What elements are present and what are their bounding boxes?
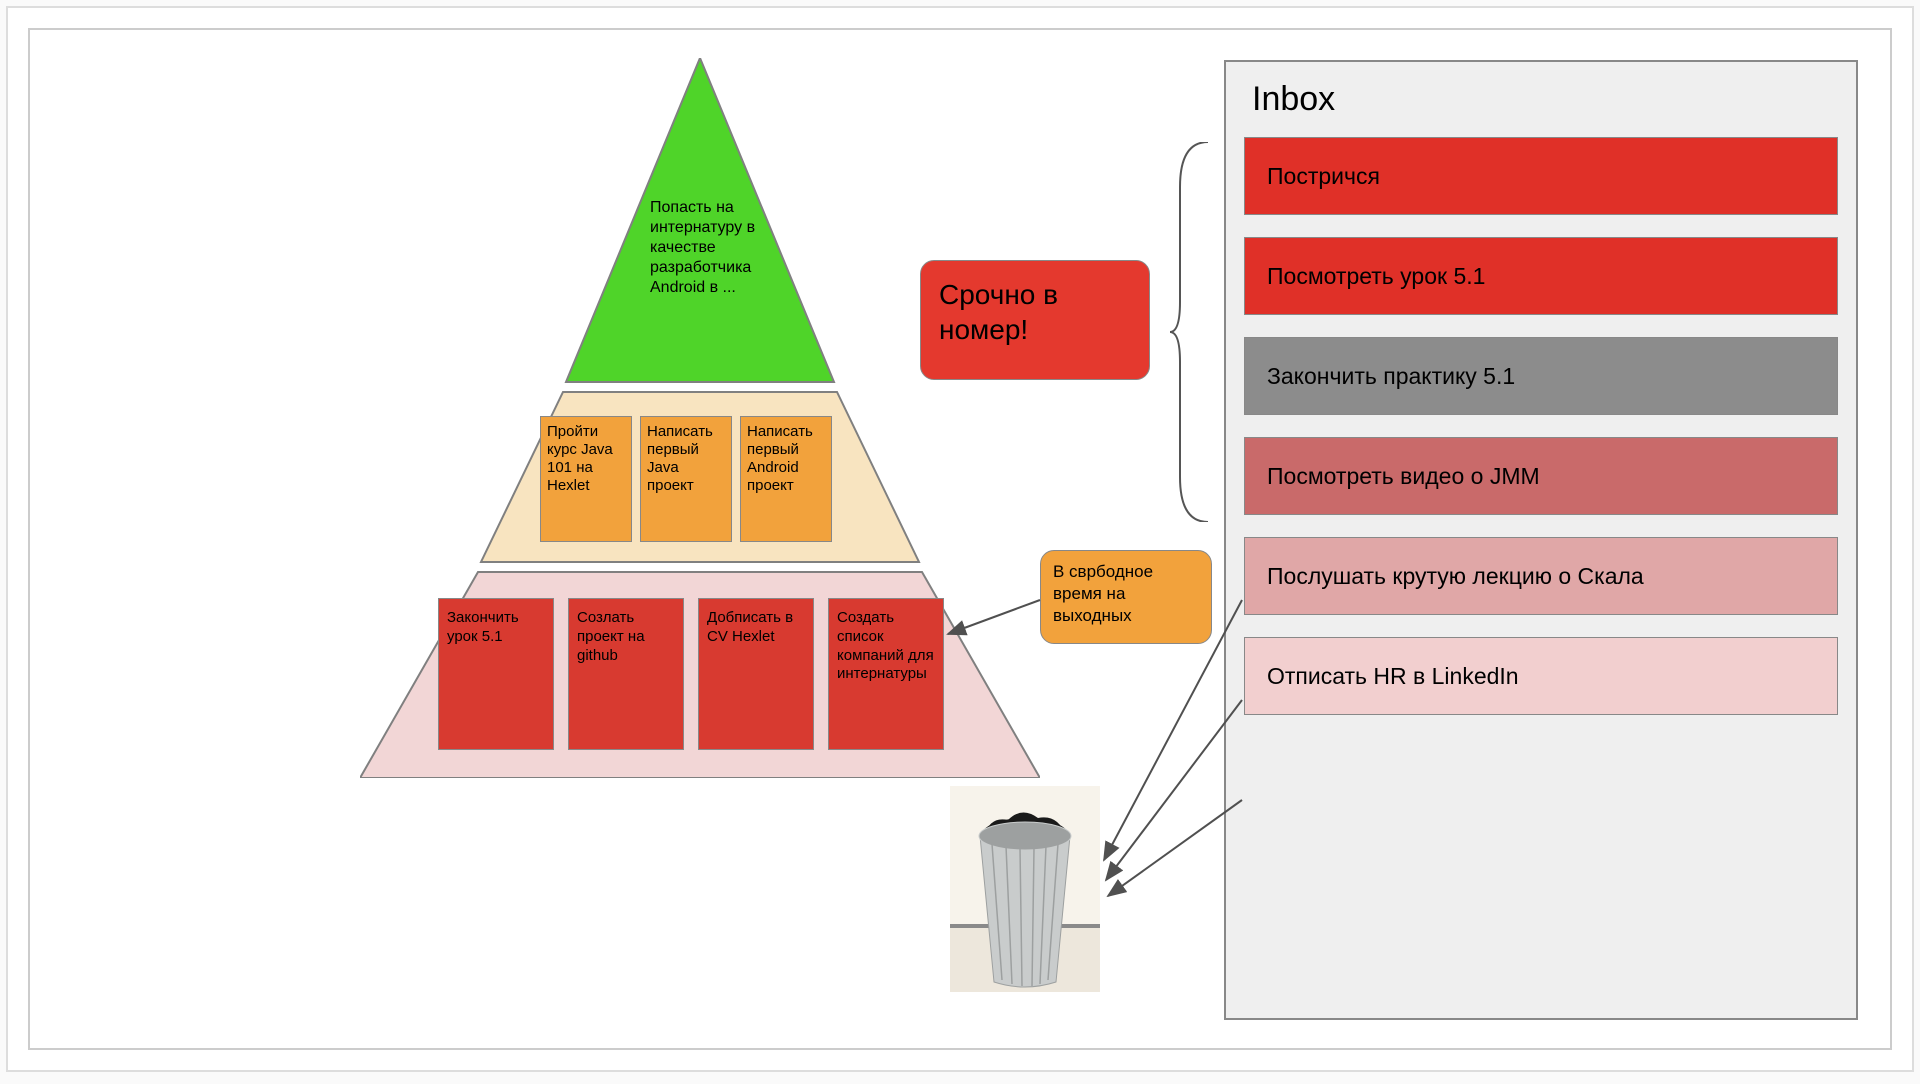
pyramid-top-text: Попасть на интернатуру в качестве разраб… <box>650 198 790 298</box>
pyramid: Попасть на интернатуру в качестве разраб… <box>360 58 1040 778</box>
diagram-canvas: Попасть на интернатуру в качестве разраб… <box>28 28 1892 1050</box>
pyramid-bottom-cards: Закончить урок 5.1 Созлать проект на git… <box>438 598 944 750</box>
task-card-3: Создать список компаний для интернатуры <box>828 598 944 750</box>
inbox-item-3: Посмотреть видео о JMM <box>1244 437 1838 515</box>
inbox-item-0: Постричся <box>1244 137 1838 215</box>
pyramid-middle-cards: Пройти курс Java 101 на Hexlet Написать … <box>540 416 832 542</box>
callout-urgent: Срочно в номер! <box>920 260 1150 380</box>
callout-weekend: В свpбодное время на выходных <box>1040 550 1212 644</box>
task-card-0: Закончить урок 5.1 <box>438 598 554 750</box>
inbox-title: Inbox <box>1226 62 1856 127</box>
trash-icon <box>950 786 1100 992</box>
inbox-panel: Inbox Постричся Посмотреть урок 5.1 Зако… <box>1224 60 1858 1020</box>
inbox-item-1: Посмотреть урок 5.1 <box>1244 237 1838 315</box>
bracket-icon <box>1170 142 1210 522</box>
inbox-item-4: Послушать крутую лекцию о Скала <box>1244 537 1838 615</box>
inbox-item-5: Отписать HR в LinkedIn <box>1244 637 1838 715</box>
project-card-0: Пройти курс Java 101 на Hexlet <box>540 416 632 542</box>
inbox-items: Постричся Посмотреть урок 5.1 Закончить … <box>1226 127 1856 715</box>
project-card-2: Написать первый Android проект <box>740 416 832 542</box>
task-card-1: Созлать проект на github <box>568 598 684 750</box>
project-card-1: Написать первый Java проект <box>640 416 732 542</box>
outer-frame: Попасть на интернатуру в качестве разраб… <box>6 6 1914 1072</box>
task-card-2: Добписать в CV Hexlet <box>698 598 814 750</box>
inbox-item-2: Закончить практику 5.1 <box>1244 337 1838 415</box>
